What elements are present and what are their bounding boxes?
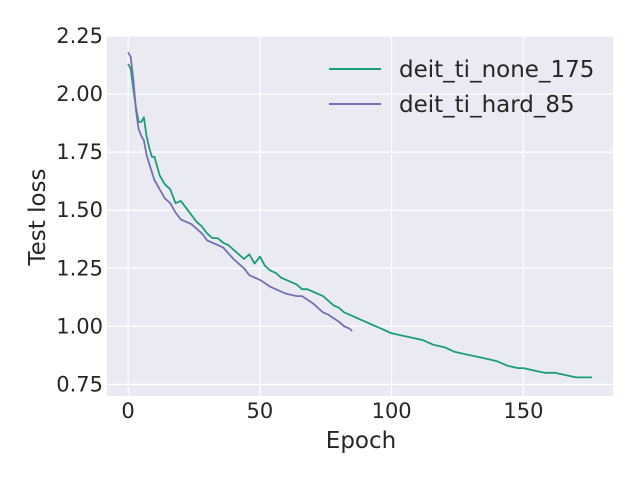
x-tick-label: 100 <box>372 399 412 423</box>
x-axis-label: Epoch <box>326 428 396 454</box>
x-tick-label: 150 <box>503 399 543 423</box>
y-tick-label: 1.25 <box>56 256 103 280</box>
series-line-deit_ti_hard_85 <box>127 51 353 332</box>
y-tick-label: 1.00 <box>56 314 103 338</box>
y-tick-label: 2.00 <box>56 82 103 106</box>
y-tick-labels: 0.75 1.00 1.25 1.50 1.75 2.00 2.25 <box>56 24 103 396</box>
y-tick-label: 2.25 <box>56 24 103 48</box>
x-tick-label: 0 <box>121 399 134 423</box>
x-tick-label: 50 <box>246 399 273 423</box>
series-line-deit_ti_none_175 <box>127 63 592 379</box>
legend-label: deit_ti_hard_85 <box>399 92 575 118</box>
plot-area <box>107 36 613 396</box>
y-tick-label: 0.75 <box>56 372 103 396</box>
y-axis-label: Test loss <box>25 168 51 266</box>
x-tick-labels: 0 50 100 150 <box>121 399 543 423</box>
y-tick-label: 1.75 <box>56 140 103 164</box>
legend: deit_ti_none_175 deit_ti_hard_85 <box>329 57 594 118</box>
y-tick-label: 1.50 <box>56 198 103 222</box>
series-layer <box>127 51 592 379</box>
grid-lines <box>107 35 613 396</box>
legend-label: deit_ti_none_175 <box>399 57 594 83</box>
